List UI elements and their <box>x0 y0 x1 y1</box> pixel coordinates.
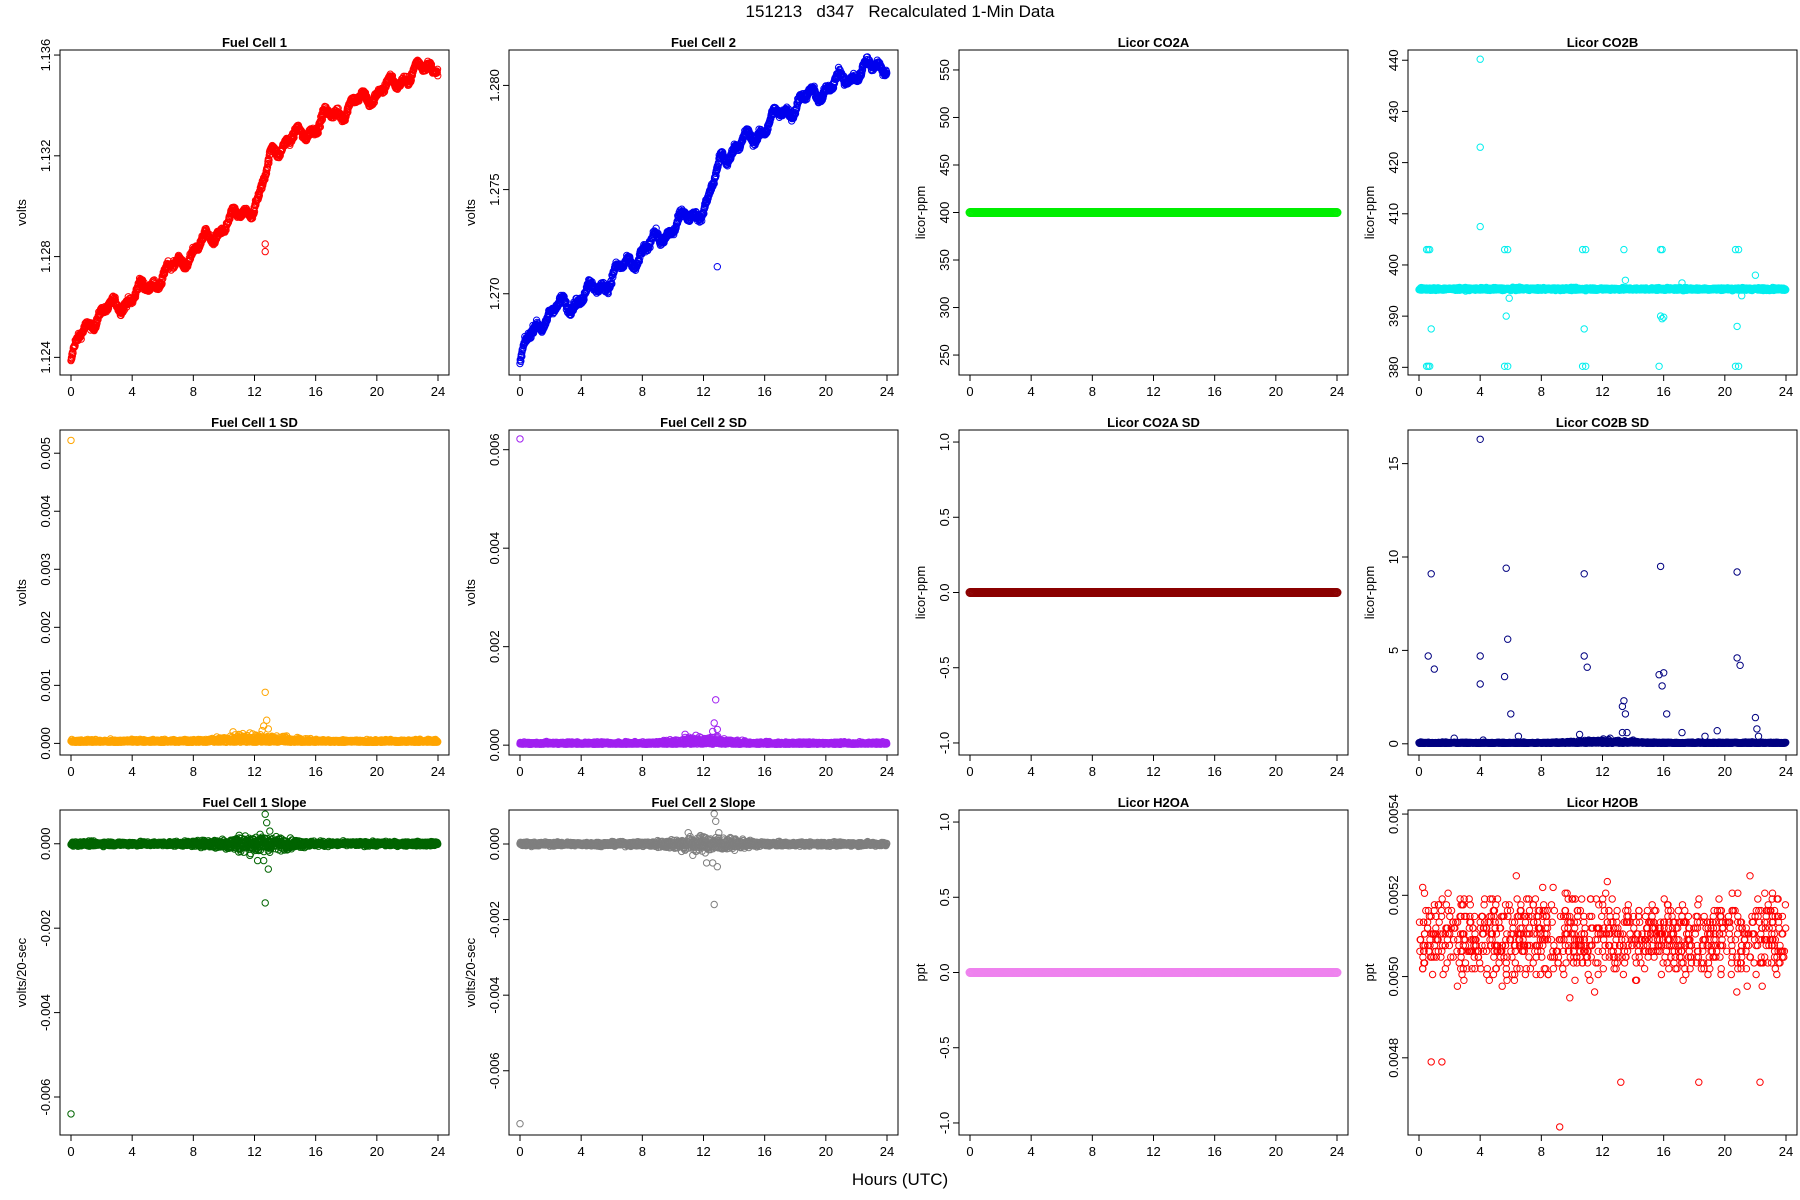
data-point <box>1620 245 1628 254</box>
y-tick-label: 1.132 <box>38 140 53 173</box>
x-tick-label: 12 <box>696 384 710 399</box>
x-tick-label: 12 <box>1146 384 1160 399</box>
x-tick-label: 16 <box>1656 384 1670 399</box>
panel-4: Fuel Cell 1 SD0 4 8 12 16 20 240.0000.0010.002… <box>14 415 450 779</box>
x-tick-label: 24 <box>1779 384 1793 399</box>
x-tick-label: 0 <box>516 384 523 399</box>
panel-title: Licor CO2A <box>1118 35 1190 50</box>
x-tick-label: 0 <box>1415 384 1422 399</box>
data-point <box>1655 362 1663 370</box>
data-point <box>131 293 140 301</box>
x-tick-label: 24 <box>1330 384 1344 399</box>
y-tick-label: 1.136 <box>38 39 53 72</box>
y-tick-label: 1.275 <box>487 173 502 206</box>
data-point <box>1476 222 1484 231</box>
y-tick-label: 1.280 <box>487 69 502 102</box>
x-tick-label: 16 <box>1207 384 1221 399</box>
plot-frame <box>1407 49 1798 376</box>
y-tick-label: 1.128 <box>38 240 53 273</box>
x-tick-label: 12 <box>247 384 261 399</box>
x-tick-label: 8 <box>190 384 197 399</box>
x-tick-label: 20 <box>1718 384 1732 399</box>
x-tick-label: 16 <box>757 384 771 399</box>
data-point <box>261 240 269 248</box>
x-tick-label: 8 <box>1089 384 1096 399</box>
y-tick-label: 390 <box>1386 305 1401 327</box>
y-axis-label: volts <box>463 199 478 226</box>
x-tick-label: 4 <box>1477 384 1484 399</box>
y-tick-label: 350 <box>937 249 952 271</box>
x-tick-label: 20 <box>1269 384 1283 399</box>
y-tick-label: 300 <box>937 297 952 319</box>
data-point <box>1476 143 1484 151</box>
data-point <box>157 276 166 284</box>
y-tick-label: 500 <box>937 107 952 129</box>
y-tick-label: 250 <box>937 344 952 366</box>
data-point <box>1505 294 1513 302</box>
data-point <box>68 352 77 360</box>
data-point <box>1658 245 1666 254</box>
x-tick-label: 4 <box>1028 384 1035 399</box>
data-point <box>158 280 166 288</box>
panel-1: Fuel Cell 2 0 4 8 12 16 20 24 1.270 1.275 1.280 vol… <box>463 35 899 399</box>
x-tick-label: 20 <box>370 384 384 399</box>
data-point <box>1621 276 1630 284</box>
panel-title: Fuel Cell 2 <box>671 35 736 50</box>
data-point <box>1656 245 1665 254</box>
panel-3: Licor CO2B 0 4 8 12 16 20 24 380 390 400 410 420 430 4… <box>1362 35 1798 399</box>
y-tick-label: 400 <box>937 202 952 224</box>
data-point <box>261 247 269 256</box>
x-tick-label: 16 <box>308 384 322 399</box>
panel-2: Licor CO2A 0 4 8 12 16 20 24 250 300 350 400 450 500 5… <box>913 35 1349 399</box>
x-tick-label: 24 <box>431 384 445 399</box>
y-tick-label: 550 <box>937 59 952 81</box>
x-tick-label: 20 <box>819 384 833 399</box>
x-tick-label: 24 <box>880 384 894 399</box>
y-tick-label: 430 <box>1386 101 1401 123</box>
x-tick-label: 0 <box>67 384 74 399</box>
y-tick-label: 1.270 <box>487 277 502 310</box>
x-tick-label: 8 <box>1538 384 1545 399</box>
x-tick-label: 8 <box>639 384 646 399</box>
y-tick-label: 410 <box>1386 203 1401 225</box>
y-axis-label: volts <box>14 199 29 226</box>
panel-title: Fuel Cell 1 <box>222 35 287 50</box>
data-point <box>93 319 101 327</box>
y-axis-label: licor-ppm <box>913 186 928 239</box>
y-tick-label: 1.124 <box>38 341 53 374</box>
panel-title: Licor CO2B <box>1567 35 1639 50</box>
data-point <box>1751 271 1760 279</box>
y-axis-label: licor-ppm <box>1362 186 1377 239</box>
data-point <box>1733 322 1741 331</box>
data-point <box>1476 55 1484 63</box>
y-tick-label: 400 <box>1386 254 1401 276</box>
data-point <box>1580 325 1588 333</box>
figure-title: 151213 d347 Recalculated 1-Min Data <box>745 2 1055 21</box>
data-point <box>713 263 721 271</box>
x-tick-label: 12 <box>1595 384 1609 399</box>
y-tick-label: 420 <box>1386 152 1401 174</box>
x-tick-label: 0 <box>966 384 973 399</box>
y-tick-label: 450 <box>937 154 952 176</box>
y-tick-label: 440 <box>1386 49 1401 71</box>
data-point <box>119 308 127 316</box>
data-point <box>184 260 193 268</box>
data-point <box>1427 325 1435 333</box>
data-point <box>1502 312 1510 320</box>
y-tick-label: 380 <box>1386 356 1401 378</box>
x-tick-label: 4 <box>129 384 136 399</box>
panel-0: Fuel Cell 1 0 4 8 12 16 20 24 1.124 1.128 1.132 1.1… <box>14 35 450 399</box>
x-tick-label: 4 <box>578 384 585 399</box>
